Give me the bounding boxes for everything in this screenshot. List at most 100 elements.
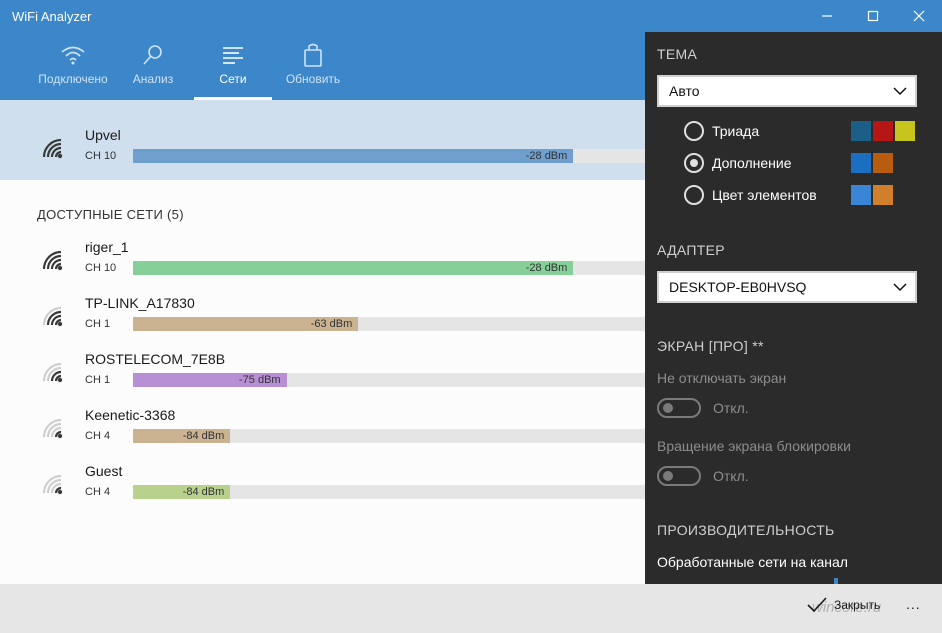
theme-heading: ТЕМА <box>657 46 698 62</box>
network-channel: CH 1 <box>85 318 111 330</box>
network-item[interactable]: Keenetic-3368 CH 4 -84 dBm <box>0 404 645 454</box>
network-channel: CH 1 <box>85 374 111 386</box>
color-swatch <box>873 153 893 173</box>
tab-networks-label: Сети <box>219 72 247 86</box>
rotation-label: Вращение экрана блокировки <box>657 438 851 454</box>
radio-circle <box>684 185 704 205</box>
color-swatch <box>895 121 915 141</box>
signal-bar-fill: -28 dBm <box>133 149 574 163</box>
wifi-signal-icon <box>42 474 63 495</box>
bottom-app-bar: wincore.ru Закрыть ... <box>0 584 942 633</box>
network-channel: CH 4 <box>85 430 111 442</box>
tab-connected-label: Подключено <box>38 72 108 86</box>
network-name: riger_1 <box>85 239 129 255</box>
radio-circle-selected <box>684 153 704 173</box>
rotation-toggle[interactable]: Откл. <box>657 466 749 486</box>
radio-label: Триада <box>712 123 760 139</box>
signal-bar: -63 dBm <box>133 317 645 331</box>
color-swatch <box>873 121 893 141</box>
tab-connected[interactable]: Подключено <box>32 32 114 100</box>
network-name: Keenetic-3368 <box>85 407 176 423</box>
watermark: wincore.ru <box>812 599 882 616</box>
network-name: Upvel <box>85 127 121 143</box>
signal-bar: -84 dBm <box>133 429 645 443</box>
minimize-button[interactable] <box>804 0 850 32</box>
network-name: Guest <box>85 463 123 479</box>
tab-analysis[interactable]: Анализ <box>112 32 194 100</box>
adapter-dropdown-value: DESKTOP-EB0HVSQ <box>669 279 807 295</box>
minimize-icon <box>822 15 832 17</box>
color-swatch <box>851 185 871 205</box>
tab-refresh-label: Обновить <box>285 72 341 86</box>
tab-analysis-label: Анализ <box>132 72 174 86</box>
slider-thumb[interactable] <box>834 578 838 584</box>
window-title: WiFi Analyzer <box>12 8 92 24</box>
maximize-icon <box>867 10 879 22</box>
available-networks-heading: ДОСТУПНЫЕ СЕТИ (5) <box>37 207 184 222</box>
top-nav: Подключено Анализ Сети Обновить <box>0 32 645 100</box>
signal-bar-fill: -84 dBm <box>133 485 231 499</box>
signal-value: -75 dBm <box>239 374 281 386</box>
toggle-track <box>657 466 701 486</box>
close-pane-button[interactable]: Закрыть <box>806 596 880 614</box>
radio-element-color[interactable]: Цвет элементов <box>684 185 817 205</box>
theme-dropdown[interactable]: Авто <box>657 75 917 107</box>
complement-swatches <box>851 153 895 173</box>
adapter-dropdown[interactable]: DESKTOP-EB0HVSQ <box>657 271 917 303</box>
close-window-button[interactable] <box>896 0 942 32</box>
connected-network-item[interactable]: Upvel CH 10 -28 dBm <box>0 124 645 174</box>
wifi-signal-icon <box>42 138 63 159</box>
adapter-heading: АДАПТЕР <box>657 242 725 258</box>
chevron-down-icon <box>893 283 907 292</box>
toggle-state: Откл. <box>713 468 749 484</box>
toggle-state: Откл. <box>713 400 749 416</box>
radio-triad[interactable]: Триада <box>684 121 759 141</box>
network-item[interactable]: ROSTELECOM_7E8B CH 1 -75 dBm <box>0 348 645 398</box>
toggle-track <box>657 398 701 418</box>
toggle-knob <box>663 471 673 481</box>
title-bar: WiFi Analyzer <box>0 0 942 32</box>
color-swatch <box>851 121 871 141</box>
performance-heading: ПРОИЗВОДИТЕЛЬНОСТЬ <box>657 522 835 538</box>
maximize-button[interactable] <box>850 0 896 32</box>
close-icon <box>913 10 925 22</box>
signal-value: -84 dBm <box>182 486 225 498</box>
signal-bar-fill: -63 dBm <box>133 317 359 331</box>
wifi-icon <box>61 46 85 65</box>
network-item[interactable]: riger_1 CH 10 -28 dBm <box>0 236 645 286</box>
radio-label: Дополнение <box>712 155 792 171</box>
processed-networks-label: Обработанные сети на канал <box>657 554 848 570</box>
list-icon <box>223 47 243 64</box>
tab-networks[interactable]: Сети <box>192 32 274 100</box>
more-button[interactable]: ... <box>906 596 921 612</box>
signal-value: -84 dBm <box>182 430 225 442</box>
color-swatch <box>873 185 893 205</box>
chevron-down-icon <box>893 87 907 96</box>
triad-swatches <box>851 121 917 141</box>
signal-bar: -28 dBm <box>133 149 645 163</box>
keep-screen-toggle[interactable]: Откл. <box>657 398 749 418</box>
signal-bar-fill: -28 dBm <box>133 261 574 275</box>
signal-value: -63 dBm <box>310 318 353 330</box>
signal-bar-fill: -75 dBm <box>133 373 287 387</box>
network-name: TP-LINK_A17830 <box>85 295 195 311</box>
settings-pane: ТЕМА Авто Триада Дополнение Цвет элемент… <box>645 32 942 584</box>
networks-list: Upvel CH 10 -28 dBm ДОСТУПНЫЕ СЕТИ (5) r… <box>0 100 645 584</box>
screen-heading: ЭКРАН [ПРО] ** <box>657 338 764 354</box>
element-color-swatches <box>851 185 895 205</box>
toggle-knob <box>663 403 673 413</box>
network-channel: CH 4 <box>85 486 111 498</box>
network-item[interactable]: Guest CH 4 -84 dBm <box>0 460 645 510</box>
signal-value: -28 dBm <box>525 262 568 274</box>
wifi-signal-icon <box>42 306 63 327</box>
radio-complement[interactable]: Дополнение <box>684 153 792 173</box>
theme-dropdown-value: Авто <box>669 83 700 99</box>
magnifier-icon <box>143 45 162 65</box>
radio-label: Цвет элементов <box>712 187 817 203</box>
keep-screen-label: Не отключать экран <box>657 370 787 386</box>
signal-bar-fill: -84 dBm <box>133 429 231 443</box>
checkmark-icon <box>807 597 827 613</box>
network-item[interactable]: TP-LINK_A17830 CH 1 -63 dBm <box>0 292 645 342</box>
tab-refresh[interactable]: Обновить <box>272 32 354 100</box>
wifi-signal-icon <box>42 250 63 271</box>
